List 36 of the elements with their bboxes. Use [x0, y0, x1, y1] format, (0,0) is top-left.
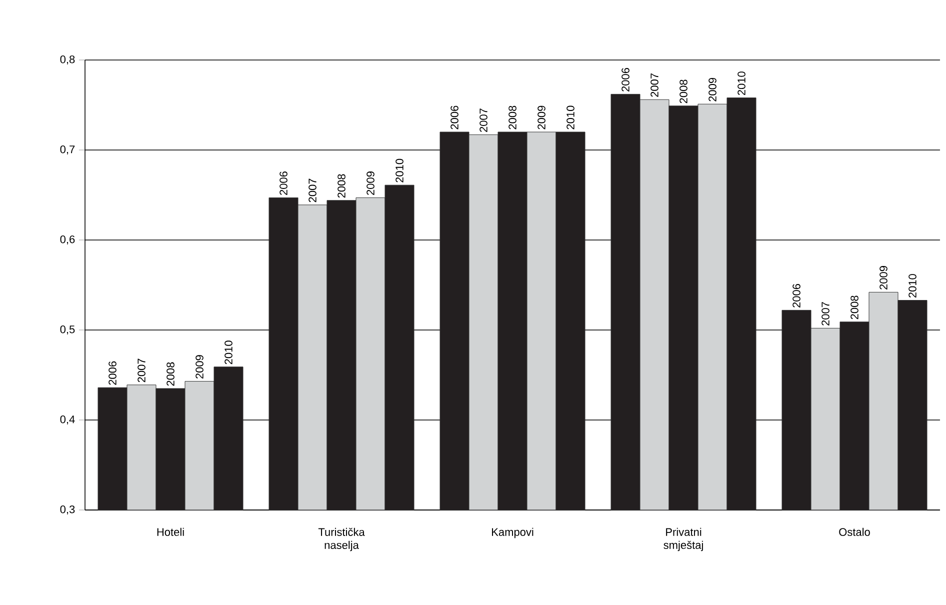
text: 2009 [538, 106, 546, 130]
text: 2010 [396, 158, 404, 182]
text: 2010 [566, 106, 574, 130]
x-tick-label: Turistička naselja [318, 528, 365, 552]
y-tick-label: 0,4 [60, 415, 75, 425]
text: 2008 [338, 174, 346, 198]
y-tick-label: 0,8 [60, 55, 75, 65]
text: 2007 [480, 108, 488, 132]
text: 2006 [280, 172, 288, 195]
text: 2009 [880, 266, 888, 290]
text: 2006 [108, 361, 116, 385]
text: 2010 [908, 274, 916, 298]
y-tick-label: 0,5 [60, 325, 75, 335]
text: 2009 [708, 78, 716, 102]
y-tick-label: 0,6 [60, 235, 75, 245]
y-tick-label: 0,7 [60, 145, 75, 155]
text: 2008 [166, 362, 174, 386]
text: 2007 [650, 73, 658, 97]
text: 2010 [738, 72, 746, 96]
text: 2009 [366, 172, 374, 195]
text: 2007 [138, 358, 146, 382]
text: 2008 [850, 296, 858, 320]
x-tick-label: Privatni smještaj [664, 528, 703, 552]
x-tick-label: Hoteli [157, 528, 184, 536]
text: 2006 [450, 106, 458, 130]
text: 2006 [622, 68, 630, 92]
x-tick-label: Kampovi [492, 528, 534, 538]
text: 2006 [792, 284, 800, 308]
y-tick-label: 0,3 [60, 505, 75, 515]
text: 2010 [224, 340, 232, 364]
text: 2008 [680, 80, 688, 104]
text: 2008 [508, 106, 516, 130]
x-tick-label: Ostalo [839, 528, 870, 536]
text: 2007 [308, 178, 316, 202]
text: 2009 [196, 355, 204, 379]
text: 2007 [822, 302, 830, 326]
